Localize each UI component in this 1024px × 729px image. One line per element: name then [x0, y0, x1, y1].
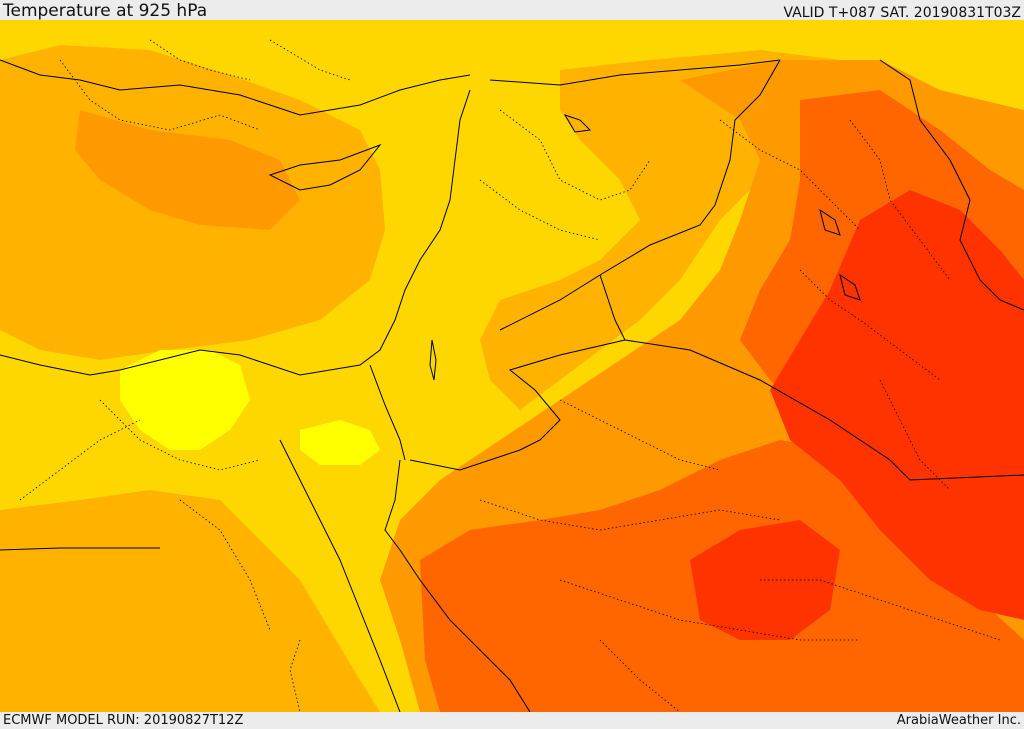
map-title: Temperature at 925 hPa — [3, 1, 208, 21]
border-jordan-iraq — [409, 274, 626, 471]
border-saudi-iraq — [624, 339, 1024, 481]
header-bar: Temperature at 925 hPa VALID T+087 SAT. … — [0, 0, 1024, 21]
lake-iraq-2 — [839, 273, 861, 301]
zone-pale-yellow-sinai — [300, 420, 380, 465]
border-egypt-sudan — [0, 547, 160, 551]
temperature-map — [0, 20, 1024, 712]
credit-label: ArabiaWeather Inc. — [896, 713, 1021, 728]
zone-red-core — [770, 190, 1024, 620]
lake-iraq-1 — [819, 208, 841, 236]
coastline-med — [0, 89, 471, 376]
coastline-gulf — [879, 59, 1024, 311]
coastline-red-sea-west — [279, 439, 401, 712]
internal-borders — [19, 39, 1001, 712]
zone-light-orange-egypt — [0, 490, 380, 712]
model-run-label: ECMWF MODEL RUN: 20190827T12Z — [3, 713, 244, 728]
valid-time: VALID T+087 SAT. 20190831T03Z — [783, 5, 1021, 21]
coastline-turkey — [0, 59, 471, 116]
lake-dead-sea — [429, 339, 437, 381]
lake-syria — [563, 114, 592, 133]
coastline-red-sea-east — [384, 459, 531, 712]
border-syria-turkey — [489, 59, 781, 86]
zone-pale-yellow-delta — [120, 350, 250, 450]
border-israel-egypt — [369, 364, 406, 461]
island-cyprus — [268, 143, 382, 191]
zone-orange-turkey — [75, 110, 300, 230]
zone-yellow-levant — [310, 70, 560, 540]
footer-bar: ECMWF MODEL RUN: 20190827T12Z ArabiaWeat… — [0, 712, 1024, 729]
border-syria-iraq — [499, 59, 781, 331]
